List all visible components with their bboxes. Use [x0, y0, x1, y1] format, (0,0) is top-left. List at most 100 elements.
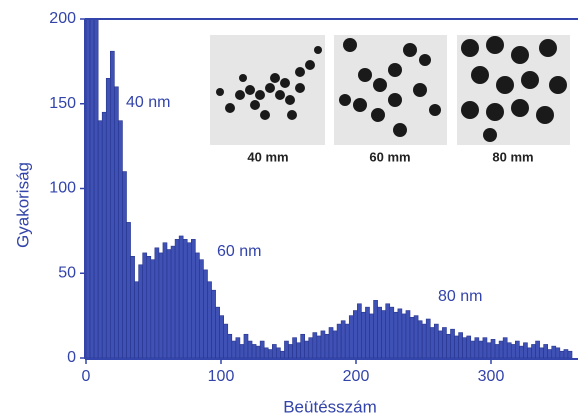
bar	[207, 281, 212, 359]
x-axis-label: Beütésszám	[283, 397, 377, 416]
bar	[502, 337, 508, 359]
bar	[211, 289, 216, 359]
bar	[381, 310, 386, 359]
bar	[454, 335, 459, 359]
bar	[429, 327, 435, 359]
bar	[110, 50, 115, 359]
bar	[174, 239, 180, 359]
bar	[304, 340, 310, 359]
bar	[320, 330, 326, 359]
bar	[361, 311, 366, 359]
bar	[442, 327, 447, 359]
bar	[506, 342, 512, 359]
bar	[324, 333, 330, 359]
bar	[191, 239, 196, 359]
bar	[154, 247, 160, 359]
bar	[292, 337, 297, 359]
bar	[357, 303, 362, 359]
bar	[348, 315, 354, 359]
bar	[490, 339, 496, 359]
bar	[555, 347, 561, 359]
bar	[417, 320, 423, 359]
bar	[514, 340, 520, 359]
bar	[255, 345, 261, 359]
bar	[425, 318, 431, 359]
annotation: 40 nm	[126, 94, 170, 111]
bar	[365, 306, 370, 359]
bar	[118, 120, 123, 359]
bar	[433, 323, 439, 359]
bar	[531, 344, 536, 359]
y-tick-label: 50	[58, 264, 76, 281]
bar	[267, 349, 273, 359]
x-tick-label: 0	[82, 368, 91, 385]
bar	[130, 255, 135, 359]
bar	[519, 345, 524, 359]
bar	[328, 327, 334, 359]
bar	[344, 323, 350, 359]
bar	[227, 333, 233, 359]
bar	[247, 340, 253, 359]
x-tick-label: 300	[478, 368, 505, 385]
inset-image	[334, 35, 447, 145]
bar	[271, 344, 277, 359]
bar	[373, 300, 378, 359]
bar	[126, 222, 131, 359]
bar	[150, 259, 156, 359]
bar	[243, 333, 249, 359]
bar	[239, 344, 245, 359]
bar	[203, 269, 208, 359]
bar	[405, 310, 411, 359]
bar	[199, 259, 204, 359]
bar	[186, 242, 192, 359]
bar	[474, 337, 480, 359]
bar	[114, 86, 119, 359]
bar	[251, 344, 257, 359]
bar	[486, 342, 492, 359]
bar	[458, 332, 463, 359]
bar	[450, 328, 455, 359]
bar	[559, 350, 565, 359]
bar	[166, 249, 172, 359]
bar	[438, 330, 443, 359]
y-tick-label: 0	[67, 349, 76, 366]
bar	[527, 347, 532, 359]
bar	[195, 252, 200, 359]
inset-label: 40 mm	[247, 149, 288, 164]
bar	[89, 19, 95, 359]
bar	[223, 323, 229, 359]
bar	[312, 332, 318, 359]
bar	[215, 306, 220, 359]
y-tick-label: 150	[49, 95, 76, 112]
bar	[138, 264, 143, 359]
x-tick-label: 100	[208, 368, 235, 385]
y-tick-label: 200	[49, 10, 76, 27]
bar	[563, 349, 569, 359]
bar	[466, 335, 472, 359]
y-tick-label: 100	[49, 180, 76, 197]
bar	[296, 342, 301, 359]
bar	[498, 340, 504, 359]
bar	[567, 350, 573, 359]
bar	[494, 344, 500, 359]
x-tick-label: 200	[343, 368, 370, 385]
bar	[478, 340, 484, 359]
bar	[401, 313, 407, 359]
bar	[263, 347, 269, 359]
bar	[93, 19, 99, 359]
bar	[336, 323, 342, 359]
bar	[178, 235, 184, 359]
bars	[85, 19, 573, 359]
bar	[551, 345, 557, 359]
bar	[134, 281, 139, 359]
bar	[389, 306, 395, 359]
bar	[101, 111, 107, 359]
bar	[332, 330, 338, 359]
bar	[182, 239, 188, 359]
y-axis-label: Gyakoriság	[13, 162, 32, 248]
inset-label: 60 mm	[369, 149, 410, 164]
bar	[413, 315, 419, 359]
bar	[393, 311, 399, 359]
